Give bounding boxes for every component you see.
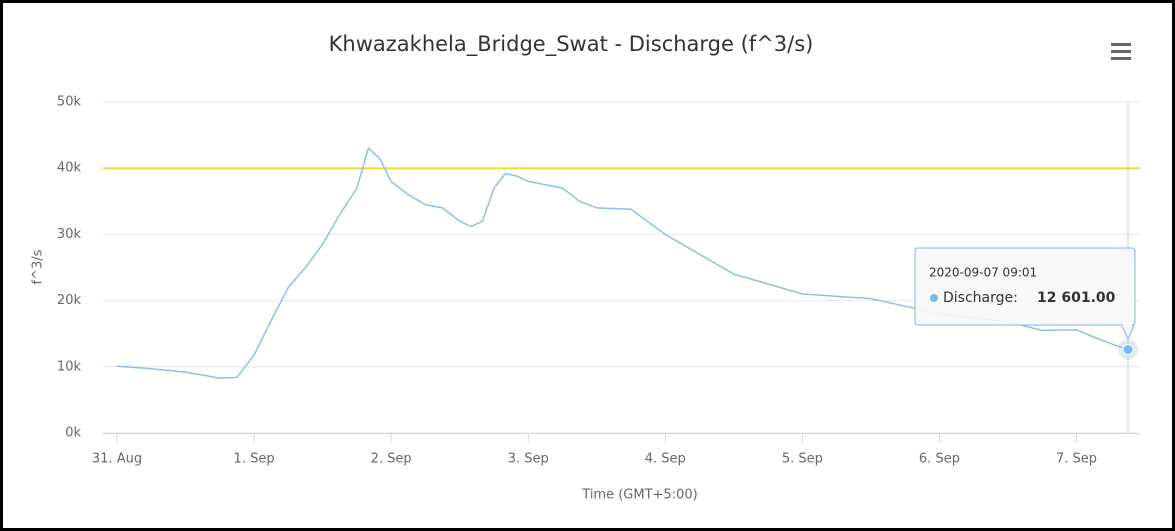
menu-bar xyxy=(1111,43,1131,46)
x-axis-title: Time (GMT+5:00) xyxy=(581,488,697,503)
x-tick-label: 2. Sep xyxy=(371,452,412,467)
chart-title: Khwazakhela_Bridge_Swat - Discharge (f^3… xyxy=(329,32,814,57)
menu-bar xyxy=(1111,57,1131,60)
x-tick-label: 3. Sep xyxy=(508,452,549,467)
x-tick-label: 4. Sep xyxy=(645,452,686,467)
menu-bar xyxy=(1111,50,1131,53)
chart: Khwazakhela_Bridge_Swat - Discharge (f^3… xyxy=(31,32,1140,503)
y-tick-label: 20k xyxy=(57,293,82,308)
tooltip-label: Discharge: xyxy=(943,290,1018,306)
y-axis-title: f^3/s xyxy=(31,249,46,284)
tooltip-dot xyxy=(930,294,938,302)
y-tick-label: 50k xyxy=(57,95,82,110)
tooltip-box xyxy=(914,247,1136,341)
tooltip-value: 12 601.00 xyxy=(1037,290,1116,306)
y-tick-label: 0k xyxy=(65,426,81,441)
data-line xyxy=(116,147,1129,379)
y-tick-label: 30k xyxy=(57,227,82,242)
point-marker xyxy=(1122,344,1134,356)
x-tick-label: 5. Sep xyxy=(782,452,823,467)
x-tick-label: 6. Sep xyxy=(919,452,960,467)
x-tick-label: 1. Sep xyxy=(234,452,275,467)
menu-button[interactable] xyxy=(1111,43,1131,60)
x-tick-label: 31. Aug xyxy=(92,452,142,467)
y-tick-label: 10k xyxy=(57,359,82,374)
y-tick-label: 40k xyxy=(57,161,82,176)
tooltip-header: 2020-09-07 09:01 xyxy=(929,266,1037,280)
x-tick-label: 7. Sep xyxy=(1056,452,1097,467)
tooltip: 2020-09-07 09:01 Discharge: 12 601.00 xyxy=(914,247,1136,341)
